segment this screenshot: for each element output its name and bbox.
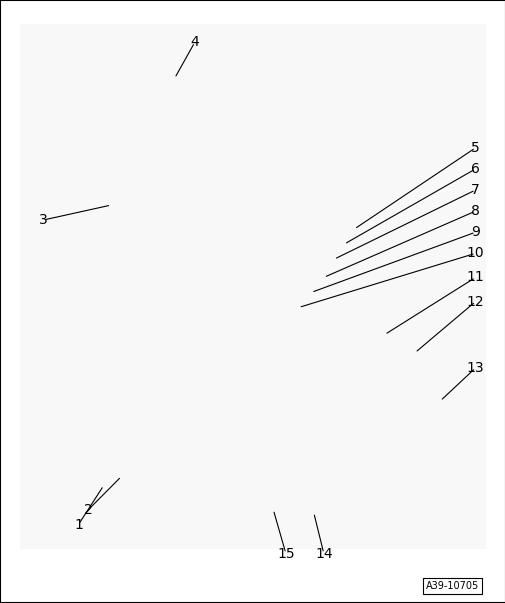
Text: A39-10705: A39-10705 (425, 581, 479, 591)
Text: 14: 14 (315, 546, 332, 561)
Text: 8: 8 (470, 204, 479, 218)
Text: 1: 1 (74, 517, 83, 532)
Text: 7: 7 (470, 183, 479, 197)
Text: 11: 11 (466, 270, 484, 285)
Text: 4: 4 (190, 35, 199, 49)
Text: 6: 6 (470, 162, 479, 176)
Text: 2: 2 (84, 502, 93, 517)
Text: 12: 12 (466, 294, 483, 309)
Text: 15: 15 (277, 546, 294, 561)
Text: 9: 9 (470, 225, 479, 239)
Text: 3: 3 (38, 213, 47, 227)
FancyBboxPatch shape (20, 24, 485, 549)
Text: 13: 13 (466, 361, 483, 375)
Text: 5: 5 (470, 140, 479, 155)
Text: 10: 10 (466, 246, 483, 260)
